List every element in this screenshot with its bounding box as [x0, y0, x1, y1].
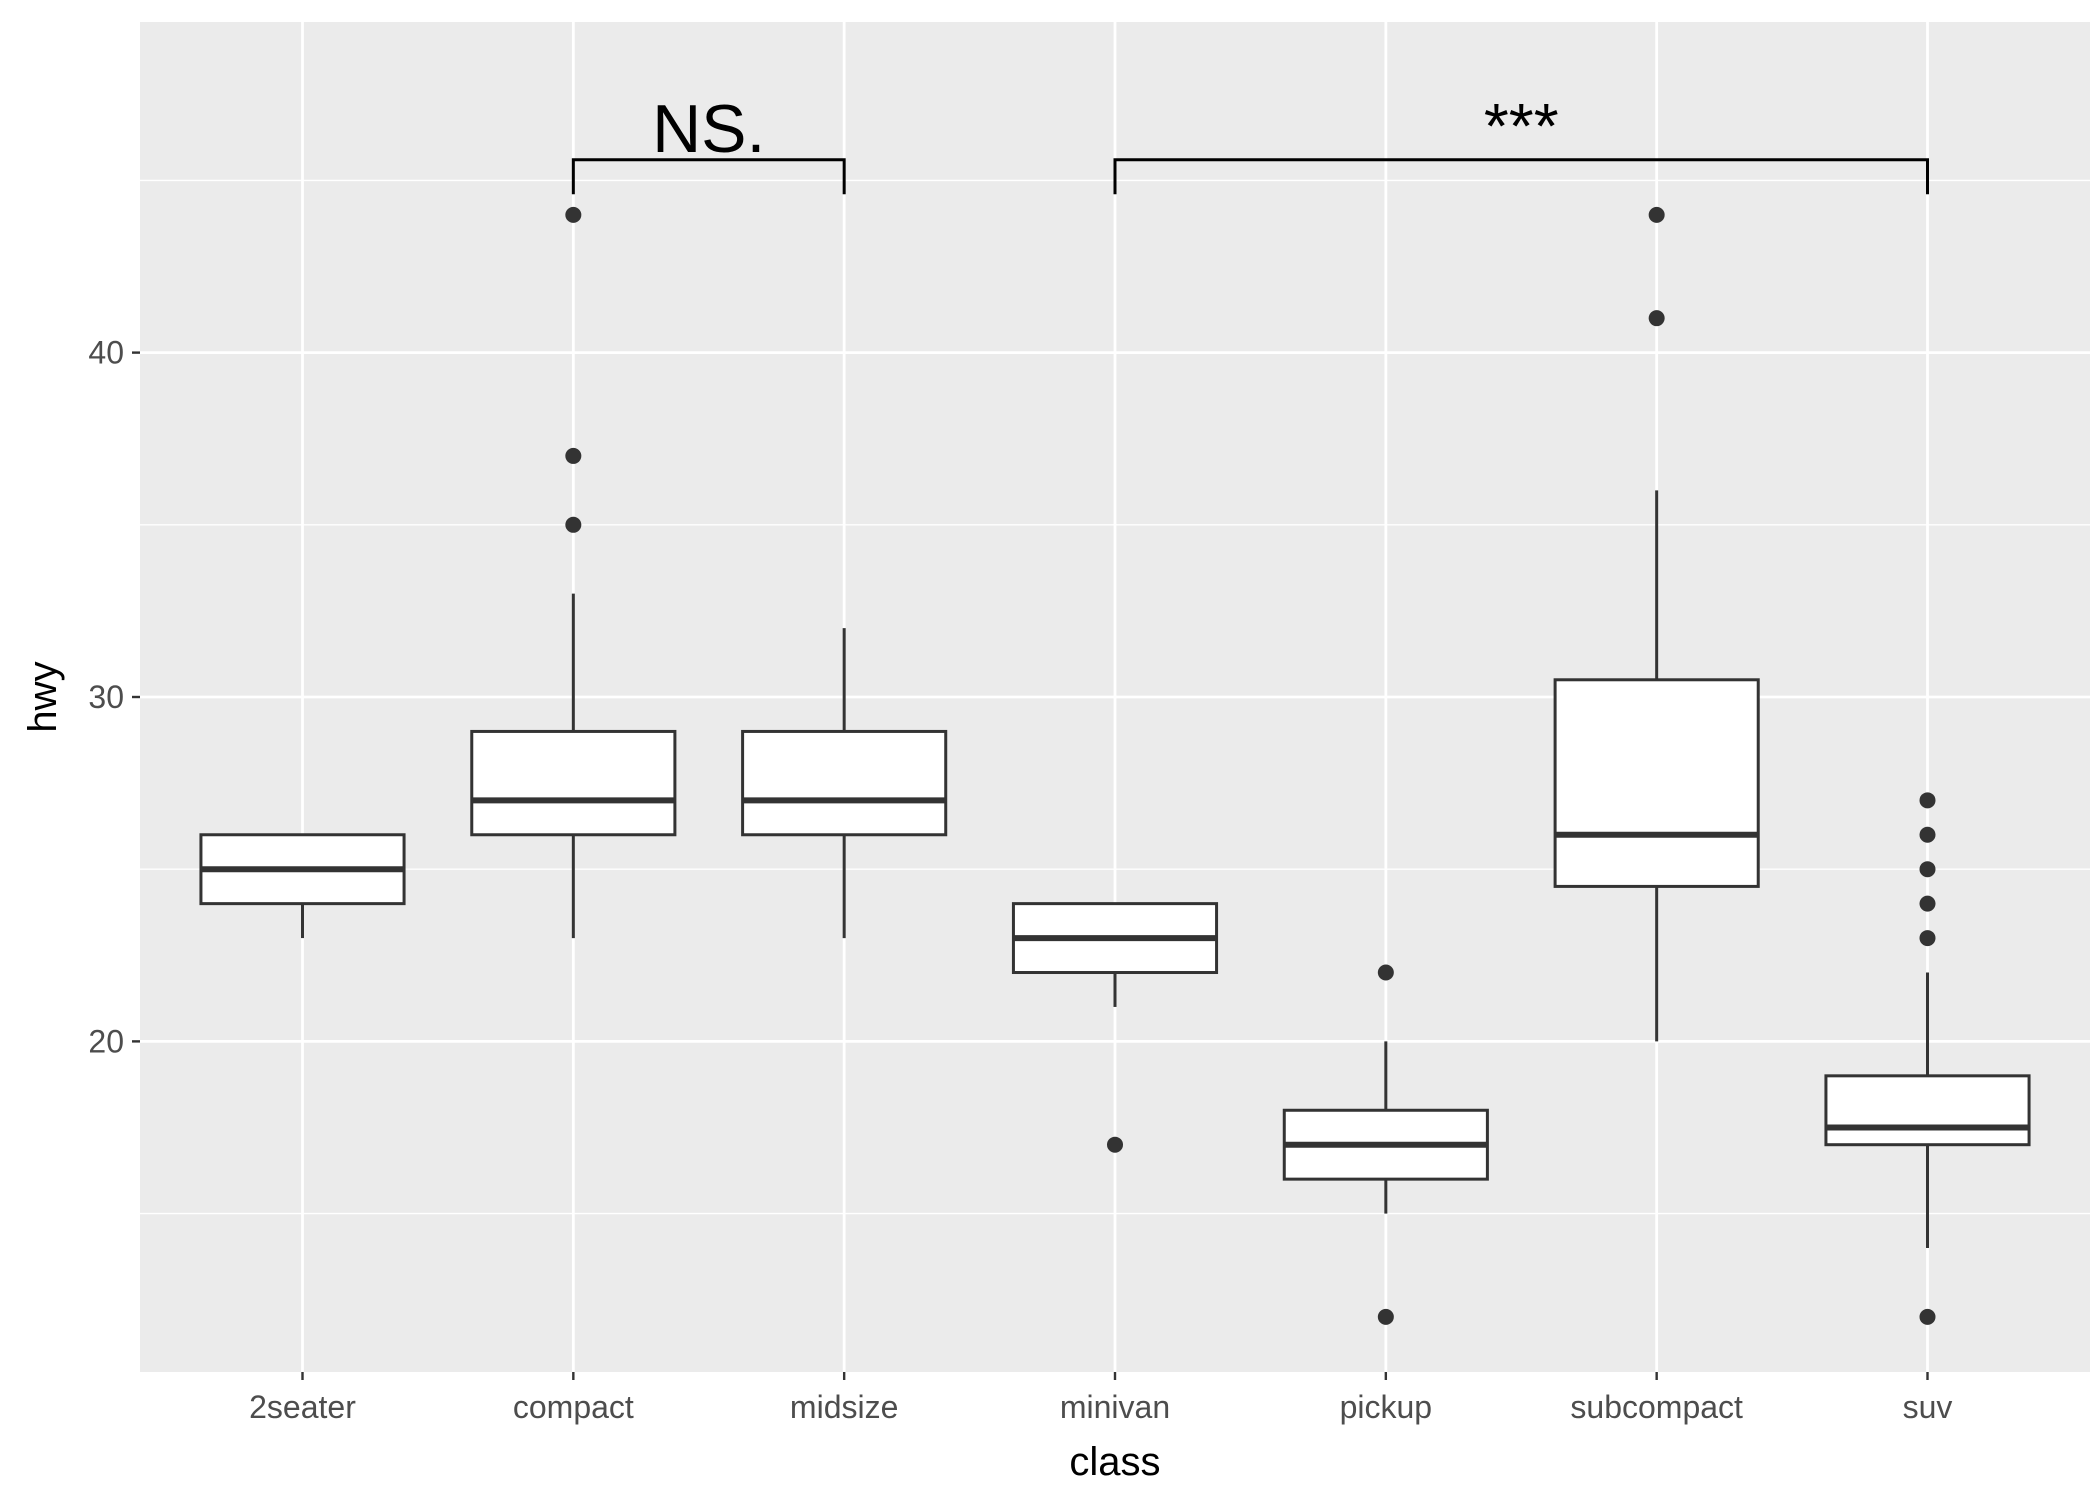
x-tick-label: suv — [1903, 1389, 1953, 1425]
outlier-point — [1919, 826, 1936, 843]
outlier-point — [1648, 206, 1665, 223]
outlier-point — [565, 206, 582, 223]
significance-bracket: *** — [1113, 90, 1929, 195]
box-minivan — [1011, 902, 1219, 1153]
box-pickup — [1282, 964, 1489, 1325]
y-tick-label: 40 — [88, 335, 124, 371]
box-midsize — [741, 628, 948, 939]
box-compact — [470, 206, 677, 939]
x-tick-label: pickup — [1340, 1389, 1433, 1425]
outlier-point — [1919, 861, 1936, 878]
box-suv — [1824, 792, 2031, 1325]
x-tick-label: compact — [513, 1389, 634, 1425]
outlier-point — [1919, 895, 1936, 912]
x-tick-label: minivan — [1060, 1389, 1170, 1425]
bracket-line — [1113, 158, 1929, 195]
x-tick-label: 2seater — [249, 1389, 356, 1425]
box-series — [199, 206, 2031, 1325]
outlier-point — [1107, 1136, 1123, 1153]
x-tick-label: subcompact — [1570, 1389, 1743, 1425]
y-tick-label: 30 — [88, 679, 124, 715]
significance-annotations: NS. *** — [571, 90, 1929, 195]
significance-label: NS. — [652, 91, 765, 167]
box-body — [741, 729, 948, 837]
outlier-point — [1919, 792, 1936, 809]
outlier-point — [1648, 310, 1665, 327]
significance-label: *** — [1484, 90, 1559, 162]
outlier-point — [1919, 930, 1936, 947]
x-axis-title: class — [1069, 1440, 1160, 1484]
bracket-line — [571, 158, 846, 195]
outlier-point — [1377, 964, 1394, 981]
outlier-point — [565, 447, 582, 464]
x-tick-label: midsize — [790, 1389, 898, 1425]
box-body — [470, 729, 677, 837]
box-body — [1553, 678, 1760, 888]
axes: 20 30 40 2seater compact midsize minivan pickup… — [88, 335, 1952, 1425]
outlier-point — [1377, 1308, 1394, 1325]
outlier-point — [565, 516, 582, 533]
y-tick-label: 20 — [88, 1023, 124, 1059]
box-subcompact — [1553, 206, 1760, 1042]
outlier-point — [1919, 1308, 1936, 1325]
significance-bracket: NS. — [571, 91, 846, 195]
box-body — [1824, 1074, 2031, 1147]
box-2seater — [199, 833, 406, 939]
y-axis-title: hwy — [21, 661, 65, 732]
